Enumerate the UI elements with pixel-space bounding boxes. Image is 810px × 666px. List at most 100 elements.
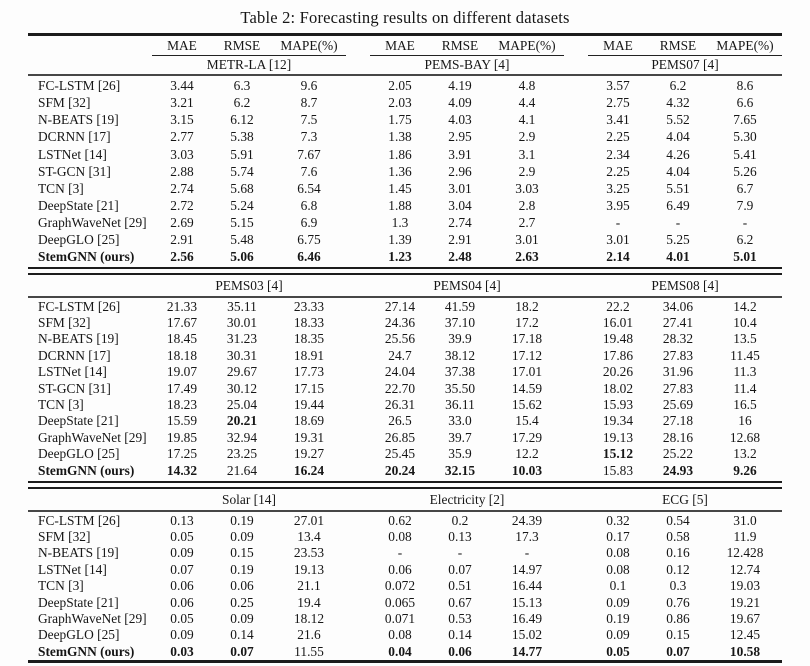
metric-value-group: 0.09 0.76 19.21 xyxy=(588,595,782,611)
row-label: FC-LSTM [26] xyxy=(38,78,121,94)
metric-value: 0.07 xyxy=(448,561,472,577)
metric-value-group: 0.1 0.3 19.03 xyxy=(588,578,782,594)
metric-value: 15.59 xyxy=(166,413,198,429)
metric-value: 8.7 xyxy=(300,95,318,111)
metric-value: 0.67 xyxy=(448,594,472,610)
table-caption: Table 2: Forecasting results on differen… xyxy=(240,8,570,27)
row-label: SFM [32] xyxy=(38,528,91,544)
metric-value: 5.26 xyxy=(733,163,757,179)
metric-value: 2.25 xyxy=(606,129,630,145)
row-label: GraphWaveNet [29] xyxy=(38,214,147,230)
metric-value: 0.16 xyxy=(666,545,690,561)
metric-value: 6.46 xyxy=(297,249,321,265)
metric-value: 1.45 xyxy=(388,180,412,196)
metric-header: MAPE(%) xyxy=(716,38,774,53)
metric-value: 0.14 xyxy=(230,627,254,643)
row-label: N-BEATS [19] xyxy=(38,112,119,128)
table-row: ST-GCN [31] 2.88 5.74 7.6 1.36 2.96 2.9 2.25 4.0… xyxy=(28,163,782,180)
metric-value: 16.49 xyxy=(511,610,543,626)
table-row: StemGNN (ours) 0.03 0.07 11.55 0.04 0.06 14.77… xyxy=(28,644,782,660)
table-row: DeepGLO [25] 2.91 5.48 6.75 1.39 2.91 3.01 3.01… xyxy=(28,231,782,248)
row-label: StemGNN (ours) xyxy=(38,249,135,265)
metric-value: 19.03 xyxy=(729,578,761,594)
metric-value: 0.19 xyxy=(230,561,254,577)
metric-value: 1.39 xyxy=(388,232,412,248)
table-row: LSTNet [14] 0.07 0.19 19.13 0.06 0.07 14.97 0.0… xyxy=(28,562,782,578)
table-row: GraphWaveNet [29] 0.05 0.09 18.12 0.071 0.53 1… xyxy=(28,611,782,627)
metric-value: 18.35 xyxy=(293,331,325,347)
metric-value: 15.4 xyxy=(515,413,539,429)
metric-value: 4.26 xyxy=(666,146,690,162)
metric-value: 0.06 xyxy=(448,643,472,659)
table-row: FC-LSTM [26] 0.13 0.19 27.01 0.62 0.2 24.39 0.3… xyxy=(28,513,782,529)
metric-value: 5.30 xyxy=(733,129,757,145)
metric-value: 14.77 xyxy=(511,643,543,659)
metric-value-group: 2.69 5.15 6.9 xyxy=(152,214,346,231)
header-underline-rule xyxy=(28,295,782,298)
metric-value: 2.03 xyxy=(388,95,412,111)
metric-value: 2.7 xyxy=(518,214,536,230)
metric-header: RMSE xyxy=(223,38,261,53)
metric-value: 0.15 xyxy=(230,545,254,561)
metric-value: 23.33 xyxy=(293,298,325,314)
metric-value: 36.11 xyxy=(445,397,475,413)
metric-header-group: MAE RMSE MAPE(%) xyxy=(152,37,346,57)
metric-value: 5.41 xyxy=(733,146,757,162)
row-label: StemGNN (ours) xyxy=(38,643,135,659)
metric-value: 17.49 xyxy=(166,380,198,396)
metric-value: 10.03 xyxy=(511,462,543,478)
metric-value: 3.57 xyxy=(606,78,630,94)
metric-value-group: 2.25 4.04 5.30 xyxy=(588,128,782,145)
metric-value: 21.1 xyxy=(297,578,321,594)
metric-value: 0.12 xyxy=(666,561,690,577)
metric-value: 4.32 xyxy=(666,95,690,111)
metric-value: 5.25 xyxy=(666,232,690,248)
metric-value: 27.14 xyxy=(384,298,416,314)
metric-value: 2.56 xyxy=(170,249,194,265)
metric-value-group: 0.08 0.12 12.74 xyxy=(588,562,782,578)
metric-value-group: 3.01 5.25 6.2 xyxy=(588,231,782,248)
metric-value: 0.09 xyxy=(606,627,630,643)
metric-value-group: 20.26 31.96 11.3 xyxy=(588,364,782,380)
metric-value: 3.01 xyxy=(448,180,472,196)
metric-value: 0.17 xyxy=(606,528,630,544)
metric-value: 0.06 xyxy=(170,594,194,610)
table-row: StemGNN (ours) 14.32 21.64 16.24 20.24 32.15 1… xyxy=(28,463,782,479)
row-label: TCN [3] xyxy=(38,578,84,594)
metric-value: 0.071 xyxy=(384,610,416,626)
metric-value: 0.3 xyxy=(669,578,687,594)
top-rule xyxy=(28,33,782,36)
metric-value: 19.4 xyxy=(297,594,321,610)
metric-value-group: 19.13 28.16 12.68 xyxy=(588,430,782,446)
metric-value: 5.15 xyxy=(230,214,254,230)
row-label: FC-LSTM [26] xyxy=(38,512,121,528)
row-label: DeepState [21] xyxy=(38,413,119,429)
metric-value: 5.52 xyxy=(666,112,690,128)
metric-value: 0.09 xyxy=(230,610,254,626)
metric-value: 2.95 xyxy=(448,129,472,145)
metric-value: 2.8 xyxy=(518,197,536,213)
metric-value: 2.77 xyxy=(170,129,194,145)
metric-value: 27.83 xyxy=(662,380,694,396)
metric-value: 12.45 xyxy=(729,627,761,643)
metric-value: 0.19 xyxy=(606,610,630,626)
metric-value-group: 1.75 4.03 4.1 xyxy=(370,111,564,128)
metric-value: 16 xyxy=(738,413,752,429)
metric-value-group: 16.01 27.41 10.4 xyxy=(588,315,782,331)
metric-value: 35.50 xyxy=(444,380,476,396)
metric-value: 0.05 xyxy=(606,643,630,659)
metric-value: 19.13 xyxy=(602,429,634,445)
metric-value-group: 0.04 0.06 14.77 xyxy=(370,644,564,660)
table-row: SFM [32] 0.05 0.09 13.4 0.08 0.13 17.3 0.17 0.58… xyxy=(28,529,782,545)
table-row: DeepGLO [25] 17.25 23.25 19.27 25.45 35.9 12.2… xyxy=(28,446,782,462)
metric-value: 3.91 xyxy=(448,146,472,162)
metric-value-group: 21.33 35.11 23.33 xyxy=(152,299,346,315)
metric-value: 1.86 xyxy=(388,146,412,162)
metric-value: 17.15 xyxy=(293,380,325,396)
metric-value-group: 17.67 30.01 18.33 xyxy=(152,315,346,331)
metric-value: 17.18 xyxy=(511,331,543,347)
metric-value: 24.7 xyxy=(388,347,412,363)
section-separator-rule xyxy=(28,267,782,276)
metric-value: 8.6 xyxy=(736,78,754,94)
